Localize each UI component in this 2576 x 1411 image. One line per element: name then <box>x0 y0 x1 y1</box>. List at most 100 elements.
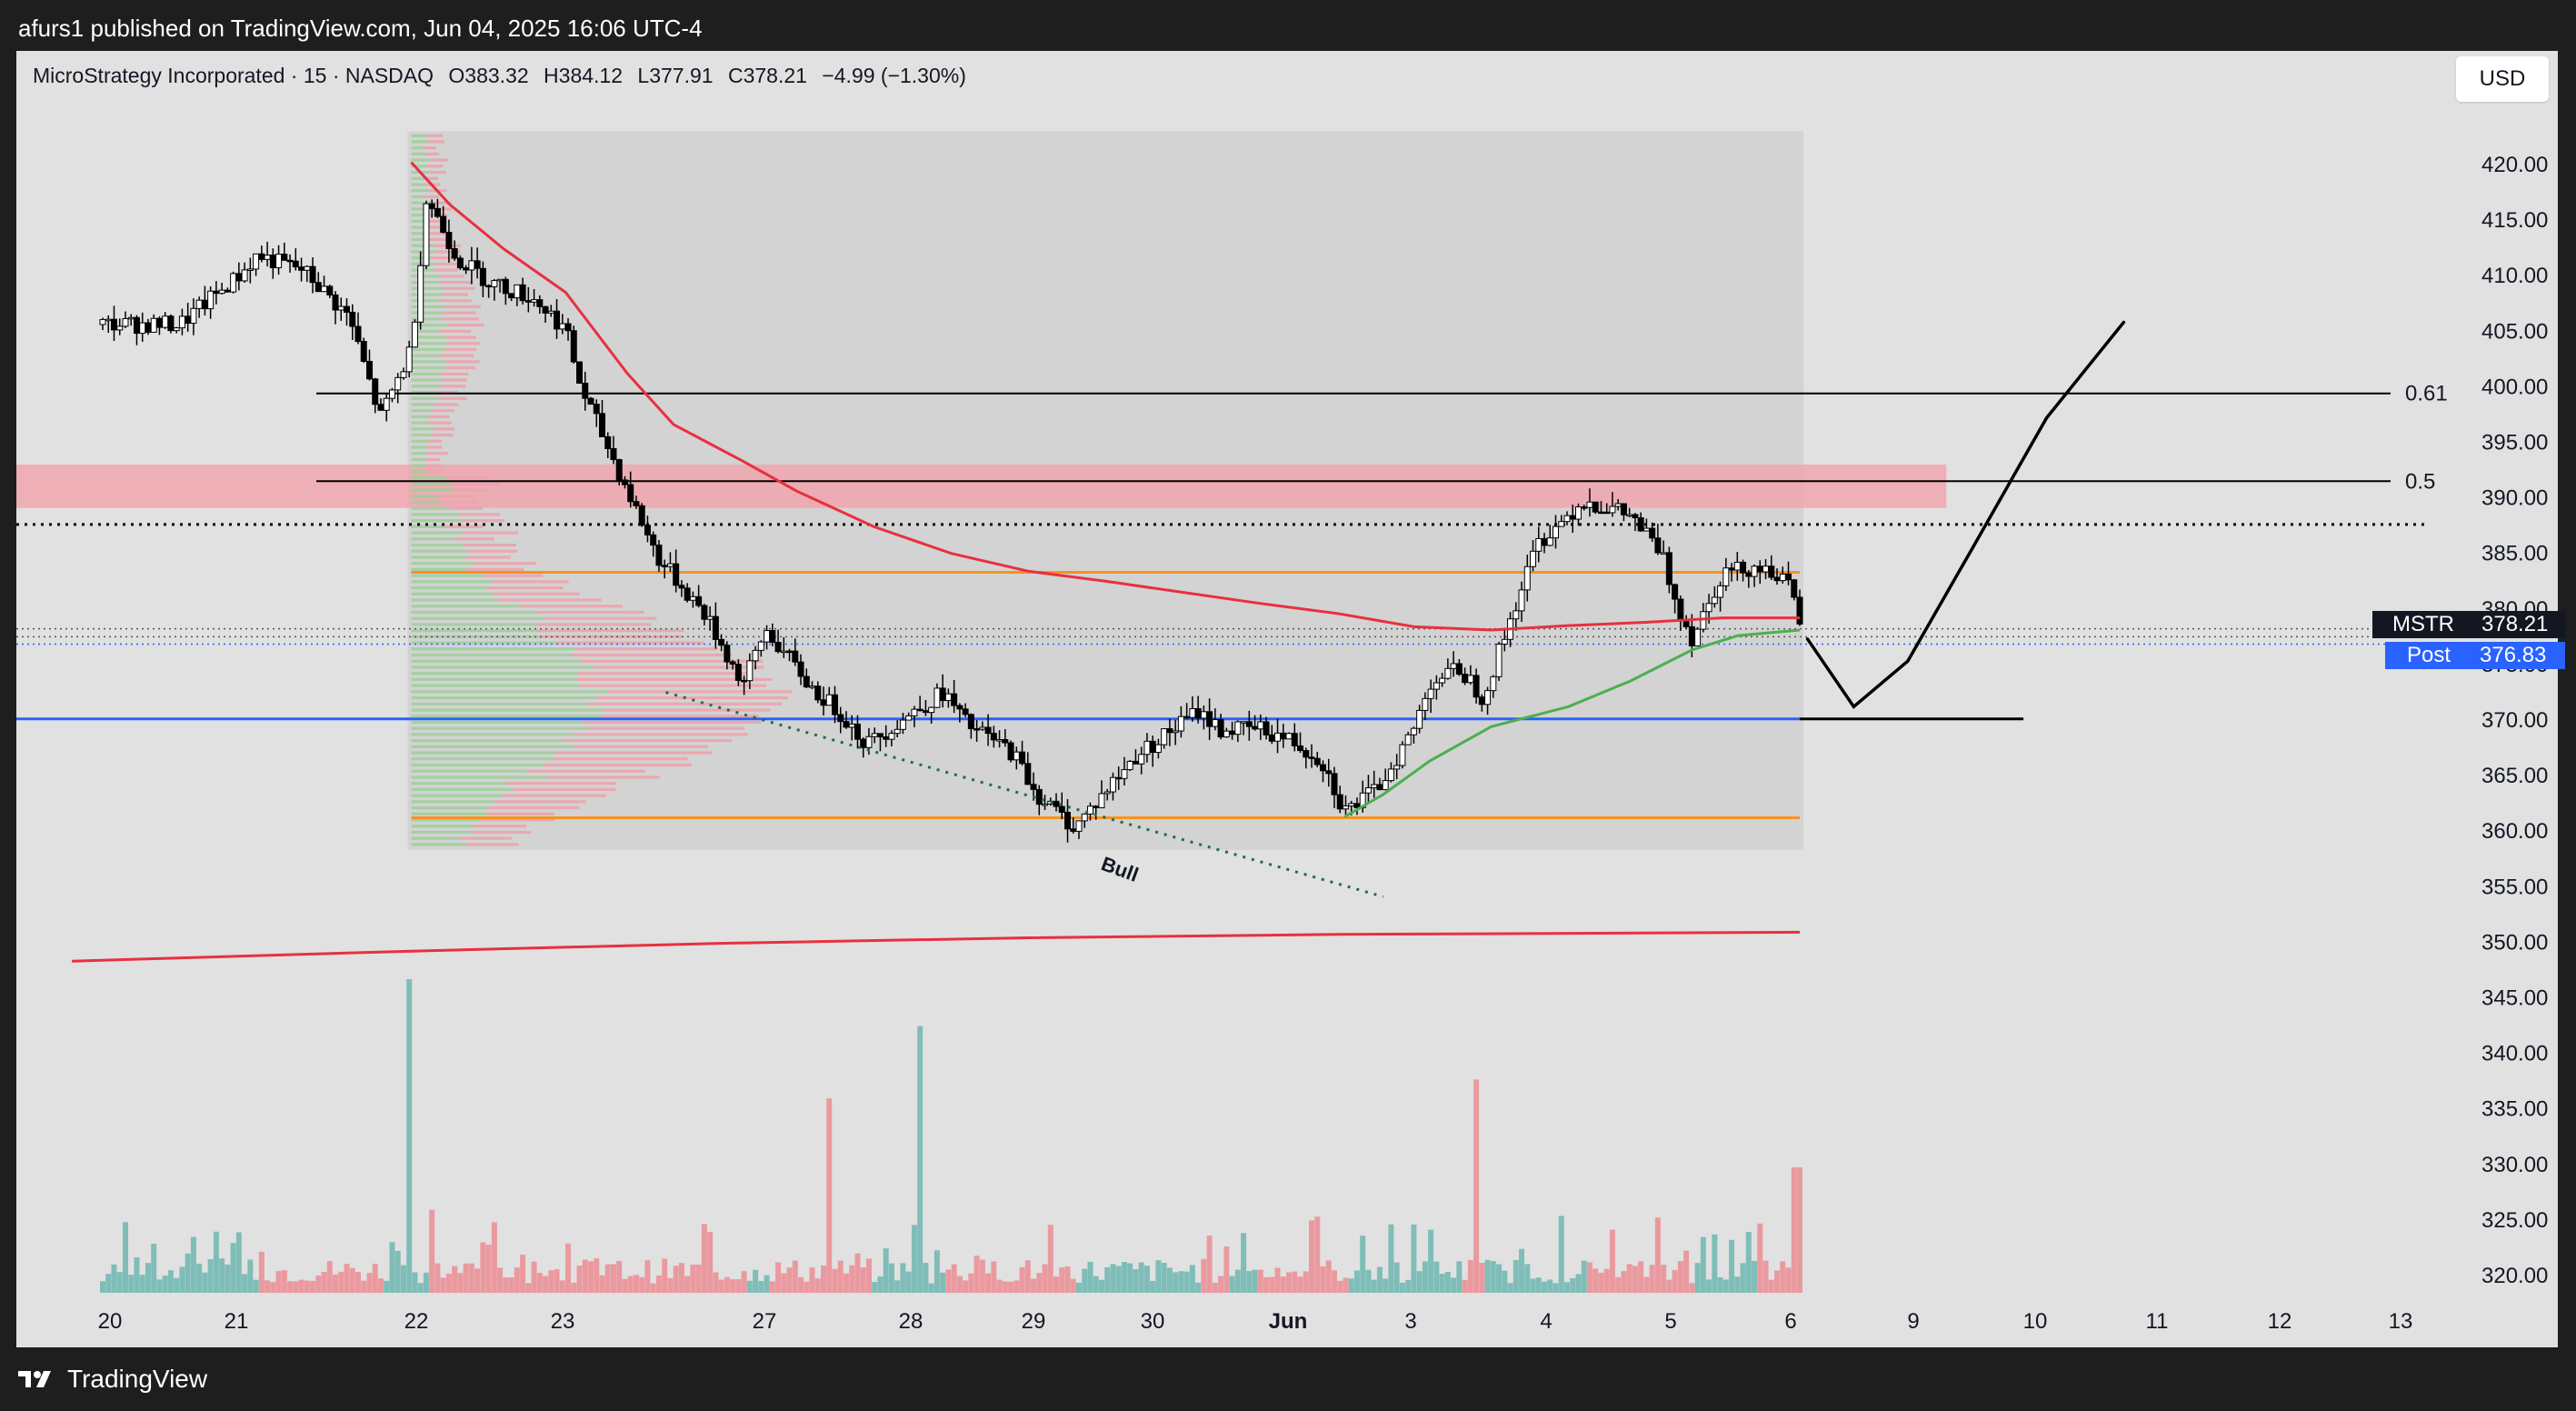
volume-bar <box>1444 1271 1451 1293</box>
profile-bar-down <box>432 201 452 205</box>
profile-bar-down <box>465 567 524 572</box>
volume-bar <box>1479 1263 1485 1293</box>
volume-bar <box>463 1263 469 1293</box>
candle-body <box>127 316 135 320</box>
volume-bar <box>991 1261 997 1293</box>
volume-bar <box>1524 1264 1531 1293</box>
volume-bar <box>633 1275 639 1293</box>
candle-body <box>701 605 708 620</box>
volume-bar <box>344 1264 350 1293</box>
profile-bar-up <box>411 262 434 265</box>
volume-bar <box>1093 1276 1099 1293</box>
profile-bar-up <box>411 237 431 242</box>
candle-body <box>1081 813 1088 822</box>
candle-body <box>1530 550 1537 567</box>
profile-bar-down <box>445 335 476 339</box>
volume-bar <box>258 1251 265 1293</box>
volume-bar <box>1143 1266 1150 1293</box>
volume-bar <box>1280 1276 1286 1293</box>
profile-bar-up <box>411 708 604 712</box>
profile-bar-down <box>427 225 444 229</box>
candle-body <box>587 397 594 405</box>
y-tick-label: 370.00 <box>2481 708 2548 733</box>
candle-body <box>752 649 759 662</box>
volume-bar <box>956 1276 963 1293</box>
volume-bar <box>321 1271 327 1293</box>
volume-bar <box>1586 1262 1593 1293</box>
volume-bar <box>1042 1264 1048 1293</box>
volume-bar <box>457 1273 464 1293</box>
volume-bar <box>730 1279 736 1293</box>
price-chart-svg[interactable]: 420.00415.00410.00405.00400.00395.00390.… <box>16 51 2558 1347</box>
y-tick-label: 320.00 <box>2481 1264 2548 1288</box>
volume-bar <box>662 1258 668 1293</box>
candle-body <box>1649 527 1656 539</box>
volume-bar <box>1059 1267 1065 1293</box>
profile-bar-up <box>411 347 445 352</box>
tradingview-logo[interactable]: TradingView <box>18 1365 207 1394</box>
volume-bar <box>1241 1233 1247 1293</box>
candle-body <box>1212 718 1219 727</box>
profile-bar-down <box>468 549 518 553</box>
candle-body <box>218 289 225 295</box>
volume-bar <box>1115 1266 1122 1293</box>
volume-bar <box>1098 1279 1104 1293</box>
profile-bar-down <box>436 390 459 395</box>
candle-body <box>939 687 946 702</box>
profile-bar-up <box>411 189 430 193</box>
volume-bar <box>531 1261 537 1293</box>
profile-bar-up <box>411 311 443 315</box>
profile-bar-up <box>411 152 426 155</box>
candle-body <box>1455 663 1463 675</box>
volume-bar <box>1229 1276 1235 1293</box>
chart-area[interactable]: 420.00 415.00 410.00 405.00 400.00 395.00 390.… <box>16 51 2565 1347</box>
profile-bar-up <box>411 176 426 180</box>
candle-body <box>1501 638 1508 645</box>
candle-body <box>496 278 504 282</box>
profile-bar-up <box>411 335 446 339</box>
candle-body <box>434 207 441 217</box>
volume-bar <box>1785 1267 1792 1293</box>
profile-bar-down <box>434 403 459 406</box>
volume-bar <box>854 1253 861 1293</box>
candle-body <box>388 389 395 399</box>
candle-body <box>627 484 634 503</box>
volume-bar <box>1638 1261 1644 1293</box>
volume-bar <box>1234 1269 1241 1293</box>
volume-bar <box>1201 1258 1207 1293</box>
currency-button[interactable]: USD <box>2456 56 2549 102</box>
volume-bar <box>724 1276 730 1293</box>
candle-body <box>1189 707 1196 718</box>
candle-body <box>638 505 645 526</box>
candle-body <box>383 397 390 411</box>
candle-body <box>1642 527 1650 532</box>
candle-body <box>1450 663 1457 669</box>
volume-bar <box>917 1026 924 1293</box>
candle-body <box>423 203 430 266</box>
profile-bar-down <box>439 280 473 285</box>
volume-bar <box>1661 1265 1667 1293</box>
volume-bar <box>156 1279 163 1293</box>
volume-bar <box>225 1264 231 1293</box>
candle-body <box>1200 711 1207 719</box>
profile-bar-up <box>411 372 440 375</box>
candle-body <box>185 315 192 325</box>
volume-bar <box>298 1279 305 1293</box>
profile-bar-up <box>411 378 443 382</box>
volume-bar <box>1729 1239 1735 1293</box>
profile-bar-down <box>539 635 683 638</box>
candle-body <box>298 266 305 271</box>
candle-body <box>1371 784 1378 789</box>
volume-bar <box>764 1275 770 1293</box>
candle-body <box>1416 709 1423 729</box>
volume-bar <box>1467 1259 1473 1293</box>
profile-bar-up <box>411 390 437 395</box>
candle-body <box>1672 584 1679 600</box>
profile-bar-down <box>452 482 500 485</box>
volume-bar <box>786 1267 793 1293</box>
profile-bar-down <box>473 825 527 828</box>
volume-bar <box>145 1263 151 1293</box>
volume-bar <box>804 1281 810 1293</box>
candle-body <box>724 645 731 663</box>
volume-bar <box>741 1271 747 1293</box>
